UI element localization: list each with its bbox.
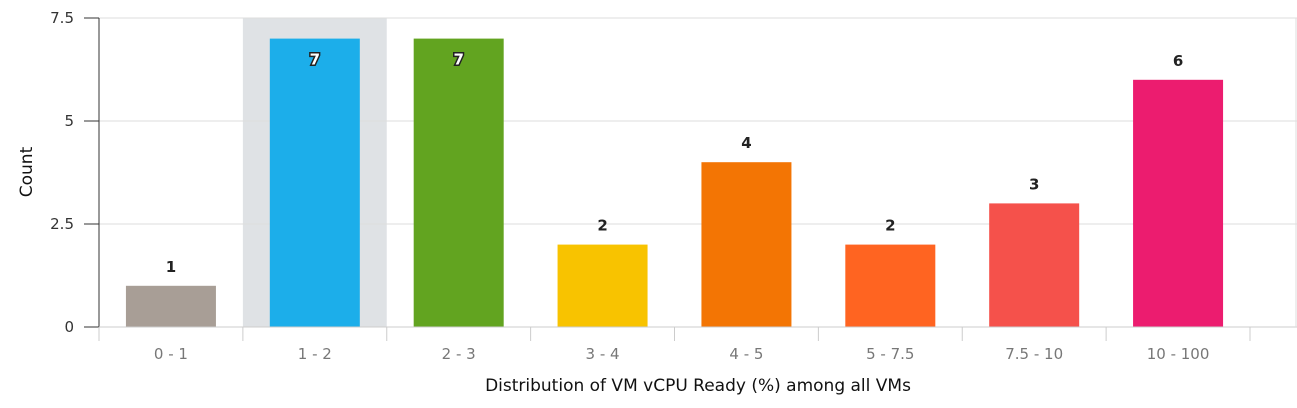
- data-label: 6: [1173, 52, 1183, 70]
- y-axis-title: Count: [17, 146, 37, 197]
- x-tick-label: 5 - 7.5: [866, 345, 914, 363]
- bar: [269, 38, 360, 327]
- x-tick-label: 7.5 - 10: [1005, 345, 1063, 363]
- bar: [701, 162, 792, 327]
- x-tick-label: 0 - 1: [154, 345, 188, 363]
- data-label: 7: [453, 51, 463, 69]
- bar: [557, 244, 648, 327]
- x-axis-title: Distribution of VM vCPU Ready (%) among …: [485, 376, 911, 396]
- data-label: 2: [597, 217, 607, 235]
- y-tick-label: 0: [64, 318, 74, 336]
- y-tick-label: 2.5: [50, 215, 74, 233]
- bar: [845, 244, 936, 327]
- bar: [413, 38, 504, 327]
- data-label: 4: [741, 134, 751, 152]
- bar: [989, 203, 1080, 327]
- data-label: 3: [1029, 175, 1039, 193]
- y-tick-label: 7.5: [50, 9, 74, 27]
- data-label: 7: [310, 51, 320, 69]
- data-label: 2: [885, 217, 895, 235]
- x-tick-label: 1 - 2: [298, 345, 332, 363]
- x-tick-label: 2 - 3: [442, 345, 476, 363]
- bar: [1133, 79, 1224, 327]
- x-tick-label: 10 - 100: [1147, 345, 1210, 363]
- x-tick-label: 3 - 4: [586, 345, 620, 363]
- x-tick-label: 4 - 5: [729, 345, 763, 363]
- y-tick-label: 5: [64, 112, 74, 130]
- bar: [125, 285, 216, 327]
- data-label: 1: [166, 258, 176, 276]
